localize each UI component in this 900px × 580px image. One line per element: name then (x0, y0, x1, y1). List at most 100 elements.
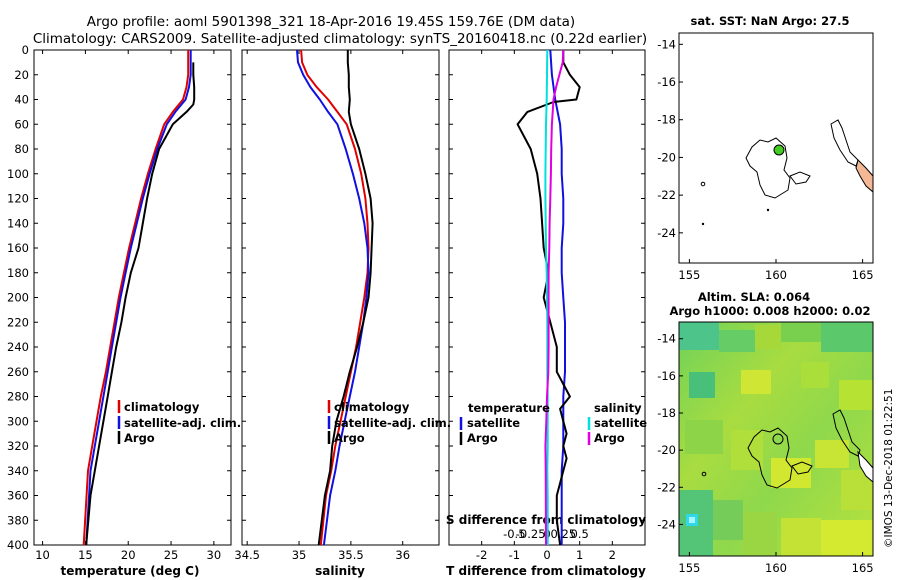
x-tick-label: 36 (395, 548, 410, 562)
sla-cell (821, 520, 873, 556)
map-x-tick-label: 160 (765, 268, 787, 282)
x-tick-label: 1 (576, 548, 583, 562)
depth-tick-label: 260 (7, 365, 29, 379)
depth-tick-label: 300 (7, 414, 29, 428)
x-tick-label: 0 (543, 548, 550, 562)
legend-label-s-argo: Argo (594, 431, 625, 445)
top-x-tick-label: -0.25 (516, 527, 546, 541)
legend-label-satellite: satellite-adj. clim. (124, 416, 241, 430)
depth-tick-label: 40 (14, 93, 29, 107)
sla-cell (743, 512, 777, 556)
top-x-tick-label: 0.25 (551, 527, 577, 541)
x-tick-label: -1 (509, 548, 520, 562)
temperature-legend: climatology satellite-adj. clim. Argo (117, 400, 241, 445)
map-y-tick-label: -24 (657, 226, 676, 240)
imos-watermark: ©IMOS 13-Dec-2018 01:22:51 (883, 389, 895, 548)
salinity-x-ticks: 34.5 35 35.5 36 (234, 50, 410, 562)
series-line-climatology (82, 50, 190, 545)
series-line-argo (317, 50, 374, 545)
sla-map-island-outline (832, 409, 861, 457)
x-tick-label: 25 (164, 548, 179, 562)
sla-cell (731, 430, 763, 470)
map-x-tick-label: 155 (678, 268, 700, 282)
depth-tick-label: 200 (7, 291, 29, 305)
depth-tick-label: 0 (22, 43, 29, 57)
map-x-tick-label: 165 (852, 561, 874, 575)
depth-tick-label: 160 (7, 241, 29, 255)
series-line-s-satellite (544, 50, 549, 545)
map-x-tick-label: 155 (678, 561, 700, 575)
legend-label-t-satellite: satellite (467, 416, 520, 430)
x-tick-label: -2 (476, 548, 487, 562)
depth-axis: 0 20 40 60 80 100 120 140 160 180 200 220 240 260 280 3… (7, 43, 645, 552)
figure-title-line2: Climatology: CARS2009. Satellite-adjuste… (33, 31, 647, 47)
depth-tick-label: 380 (7, 513, 29, 527)
depth-tick-label: 120 (7, 192, 29, 206)
sst-map-reef-small (789, 171, 811, 185)
salinity-x-label: salinity (315, 564, 365, 578)
map-y-tick-label: -14 (657, 332, 676, 346)
temperature-series (82, 50, 196, 545)
t-difference-x-ticks: -2 -1 0 1 2 (476, 50, 616, 562)
sla-map-title-line2: Argo h1000: 0.008 h2000: 0.02 (669, 304, 870, 318)
sla-cell (821, 322, 873, 352)
sst-map-land (855, 159, 874, 194)
sla-cell (781, 518, 821, 556)
sla-cell (815, 440, 849, 468)
depth-tick-label: 240 (7, 340, 29, 354)
sst-map-islet (700, 181, 706, 187)
depth-tick-label: 360 (7, 489, 29, 503)
figure-title-line1: Argo profile: aoml 5901398_321 18-Apr-20… (87, 14, 575, 30)
series-line-t-satellite (549, 50, 566, 545)
sst-map-reef-outline (745, 137, 791, 199)
sla-map-reef-small (791, 461, 813, 475)
depth-tick-label: 100 (7, 167, 29, 181)
legend-title-salinity: salinity (594, 401, 642, 415)
series-line-argo (85, 62, 196, 545)
map-y-tick-label: -16 (657, 369, 676, 383)
sst-map-islet (766, 208, 770, 212)
depth-tick-label: 180 (7, 266, 29, 280)
sla-argo-marker (772, 433, 784, 445)
top-x-tick-label: 0.5 (571, 527, 589, 541)
sst-map-title: sat. SST: NaN Argo: 27.5 (690, 14, 849, 28)
s-difference-x-ticks: -0.5-0.250 0.250.5 (503, 527, 589, 541)
sla-cell (719, 330, 755, 352)
legend-label-argo: Argo (124, 431, 155, 445)
sla-map-land (857, 450, 874, 484)
x-tick-label: 15 (78, 548, 93, 562)
salinity-legend: climatology satellite-adj. clim. Argo (327, 400, 451, 445)
x-tick-label: 30 (207, 548, 222, 562)
map-y-tick-label: -14 (657, 37, 676, 51)
difference-legend: temperature satellite Argo salinity sate… (459, 401, 647, 445)
legend-label-s-satellite: satellite (594, 416, 647, 430)
map-x-tick-label: 160 (765, 561, 787, 575)
series-line-satellite-adj-clim- (85, 50, 192, 545)
depth-tick-label: 140 (7, 216, 29, 230)
legend-label-argo: Argo (334, 431, 365, 445)
series-line-s-argo (544, 50, 565, 545)
sst-map: sat. SST: NaN Argo: 27.5 155 160 165 -14 -16… (657, 14, 873, 282)
sla-cell (685, 420, 723, 454)
depth-tick-label: 80 (14, 142, 29, 156)
depth-tick-label: 340 (7, 464, 29, 478)
sla-map-reef-outline (747, 427, 793, 489)
sla-cell (741, 370, 771, 394)
map-y-tick-label: -22 (657, 480, 676, 494)
x-tick-label: 20 (121, 548, 136, 562)
sla-cell (755, 325, 781, 349)
legend-title-temperature: temperature (468, 401, 550, 415)
map-x-tick-label: 165 (852, 268, 874, 282)
top-x-tick-label: -0.5 (503, 527, 525, 541)
salinity-panel-frame (241, 49, 440, 546)
sla-heatmap (679, 322, 873, 556)
sla-cell (781, 322, 821, 342)
depth-tick-label: 280 (7, 390, 29, 404)
depth-tick-label: 20 (14, 68, 29, 82)
x-tick-label: 10 (35, 548, 50, 562)
sla-cell (689, 372, 715, 398)
x-tick-label: 2 (609, 548, 616, 562)
x-tick-label: 35.5 (338, 548, 364, 562)
map-y-tick-label: -20 (657, 443, 676, 457)
difference-series (516, 50, 581, 545)
